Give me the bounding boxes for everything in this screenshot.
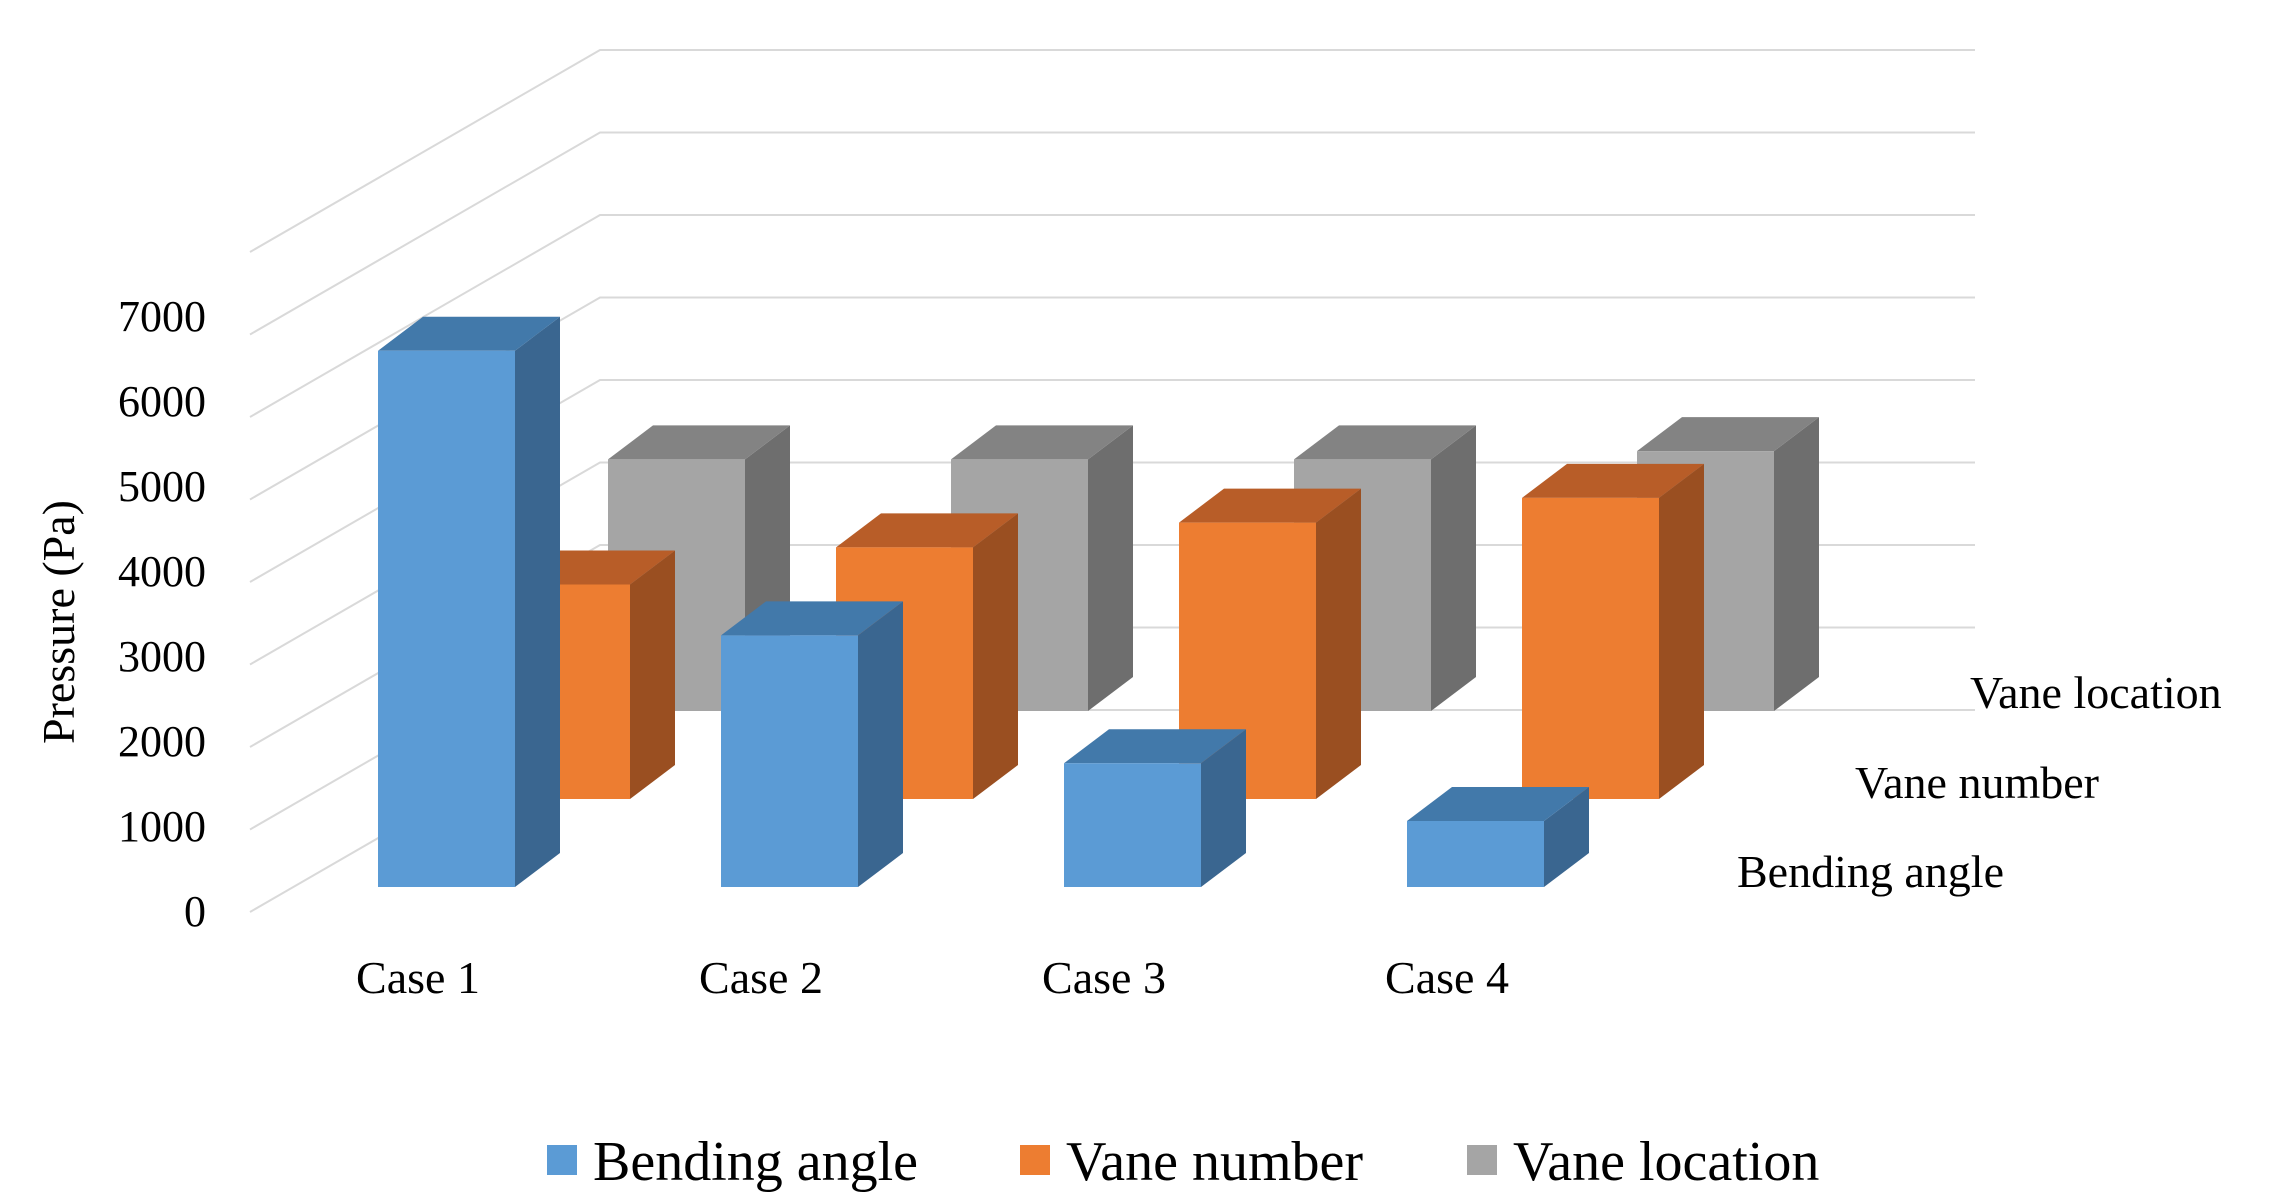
bar-top bbox=[1522, 463, 1704, 498]
bar-side bbox=[1659, 463, 1704, 799]
gridline bbox=[249, 131, 1975, 336]
bar-side bbox=[858, 601, 903, 887]
y-tick-label: 1000 bbox=[118, 802, 206, 851]
legend: Bending angle Vane number Vane location bbox=[547, 1131, 1819, 1193]
bar-side bbox=[1774, 417, 1819, 711]
bar-front bbox=[1407, 821, 1544, 887]
bar-vane-location-2 bbox=[951, 425, 1133, 711]
bar-side bbox=[1088, 425, 1133, 711]
bar-top bbox=[951, 425, 1133, 460]
bar-side bbox=[630, 550, 675, 799]
bar-side bbox=[515, 316, 560, 887]
gridline bbox=[249, 544, 1975, 748]
gridline bbox=[249, 214, 1975, 418]
bar-side bbox=[973, 513, 1018, 799]
bar-top bbox=[1179, 488, 1361, 523]
bar-top bbox=[1294, 425, 1476, 460]
bar-vane-number-4 bbox=[1522, 463, 1704, 799]
category-label: Case 2 bbox=[699, 952, 823, 1003]
gridline bbox=[249, 461, 1975, 666]
bar-side bbox=[1201, 729, 1246, 887]
y-tick-label: 2000 bbox=[118, 717, 206, 766]
y-tick-label: 5000 bbox=[118, 462, 206, 511]
y-tick-label: 0 bbox=[184, 887, 206, 936]
bar-bending-angle-1 bbox=[378, 316, 560, 887]
y-tick-label: 3000 bbox=[118, 632, 206, 681]
bar-top bbox=[721, 601, 903, 636]
legend-swatch bbox=[547, 1145, 577, 1175]
legend-swatch bbox=[1020, 1145, 1050, 1175]
category-label: Case 4 bbox=[1385, 952, 1509, 1003]
category-label: Case 1 bbox=[356, 952, 480, 1003]
axis-labels: 0 1000 2000 3000 4000 5000 6000 7000 Pressure (P… bbox=[33, 292, 2222, 1003]
y-tick-label: 4000 bbox=[118, 547, 206, 596]
y-tick-label: 6000 bbox=[118, 377, 206, 426]
bar-front bbox=[378, 350, 515, 887]
gridline bbox=[249, 296, 1975, 501]
category-label: Case 3 bbox=[1042, 952, 1166, 1003]
bar-front bbox=[721, 635, 858, 887]
bar-top bbox=[1064, 729, 1246, 764]
bar-top bbox=[1407, 787, 1589, 821]
depth-axis-label: Vane location bbox=[1970, 667, 2222, 718]
bar-vane-location-3 bbox=[1294, 425, 1476, 711]
bar-top bbox=[378, 316, 560, 351]
depth-axis-label: Bending angle bbox=[1737, 846, 2004, 897]
bar-bending-angle-4 bbox=[1407, 787, 1589, 887]
bar-side bbox=[1544, 787, 1589, 887]
y-axis-title: Pressure (Pa) bbox=[33, 500, 84, 744]
bar-front bbox=[1064, 763, 1201, 887]
bar-top bbox=[608, 425, 790, 460]
bar-bending-angle-2 bbox=[721, 601, 903, 887]
bar-side bbox=[1431, 425, 1476, 711]
bars bbox=[378, 316, 1819, 887]
bar-front bbox=[1522, 497, 1659, 799]
depth-axis-label: Vane number bbox=[1855, 757, 2099, 808]
legend-label: Vane location bbox=[1513, 1131, 1819, 1193]
bar-top bbox=[836, 513, 1018, 548]
bar-bending-angle-3 bbox=[1064, 729, 1246, 887]
bar-side bbox=[1316, 488, 1361, 799]
legend-swatch bbox=[1467, 1145, 1497, 1175]
legend-label: Vane number bbox=[1066, 1131, 1363, 1193]
gridline bbox=[249, 49, 1975, 253]
gridline bbox=[249, 379, 1975, 583]
y-tick-label: 7000 bbox=[118, 292, 206, 341]
bar-top bbox=[1637, 417, 1819, 452]
legend-label: Bending angle bbox=[593, 1131, 918, 1193]
gridlines bbox=[249, 49, 1975, 913]
